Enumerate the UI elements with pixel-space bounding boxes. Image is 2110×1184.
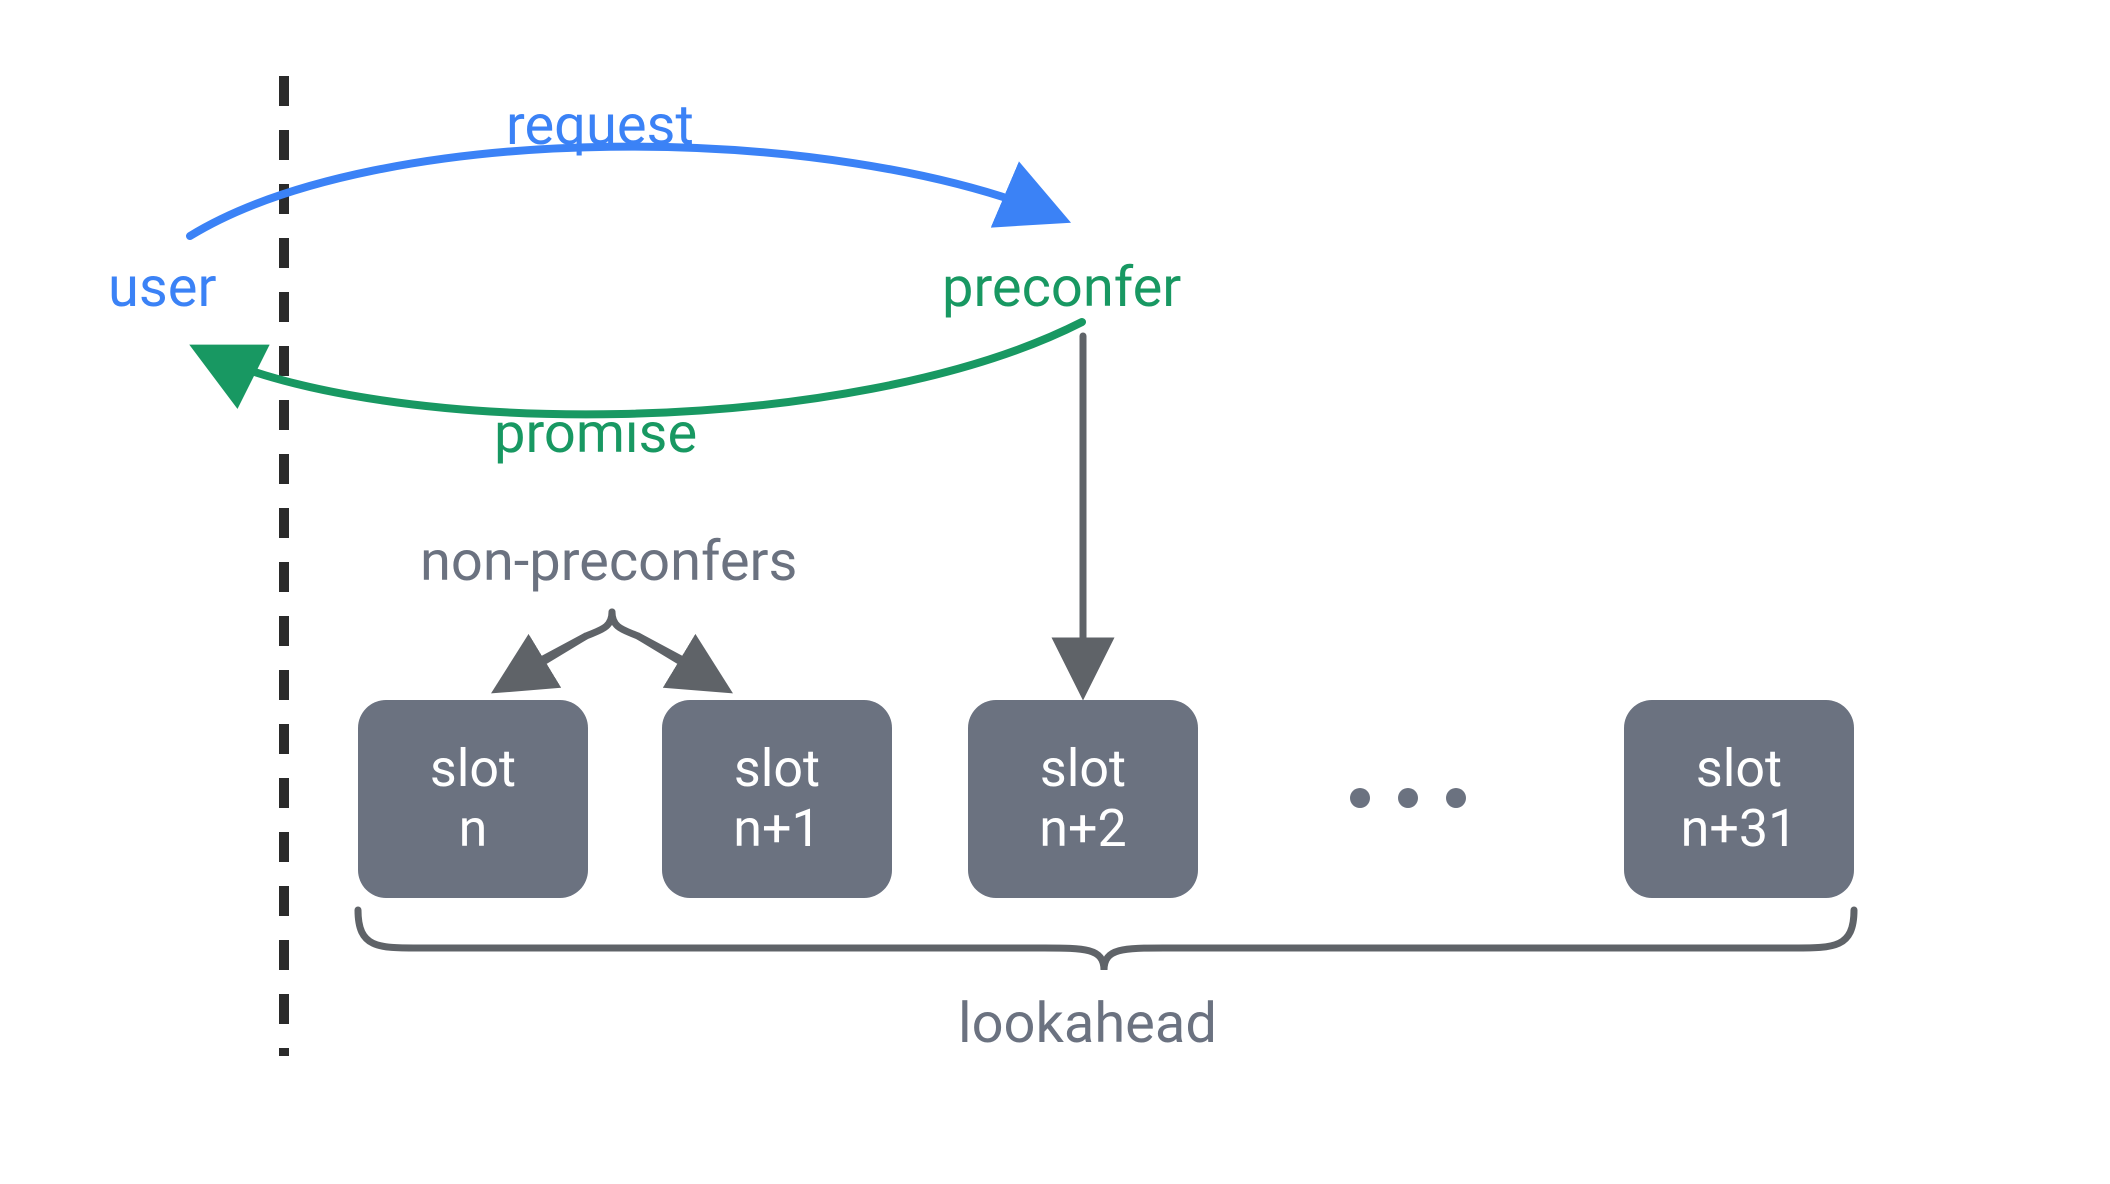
slot-box-n1: slot n+1 [662, 700, 892, 898]
ellipsis-dot [1350, 788, 1370, 808]
nonpreconfers-arrow-left [500, 636, 586, 688]
slot-label-line1: slot [430, 739, 516, 799]
ellipsis-dot [1446, 788, 1466, 808]
lookahead-brace [358, 910, 1854, 970]
slot-label-line2: n [459, 799, 488, 859]
slot-label-line1: slot [1040, 739, 1126, 799]
promise-label: promise [494, 400, 697, 466]
ellipsis-icon [1350, 788, 1466, 808]
slot-label-line2: n+2 [1039, 799, 1126, 859]
nonpreconfers-brace-left [504, 612, 612, 680]
request-label: request [506, 92, 694, 158]
slot-label-line2: n+31 [1681, 799, 1798, 859]
user-label: user [108, 254, 216, 320]
request-arrow [190, 147, 1060, 236]
nonpreconfers-label: non-preconfers [420, 528, 797, 594]
slot-box-n: slot n [358, 700, 588, 898]
diagram-canvas: { "colors": { "background": "#ffffff", "… [0, 0, 2110, 1184]
slot-label-line1: slot [734, 739, 820, 799]
slot-label-line1: slot [1696, 739, 1782, 799]
nonpreconfers-brace-right [612, 612, 720, 680]
preconfer-label: preconfer [942, 254, 1181, 320]
slot-box-n31: slot n+31 [1624, 700, 1854, 898]
slot-label-line2: n+1 [733, 799, 820, 859]
lookahead-label: lookahead [958, 990, 1217, 1056]
nonpreconfers-arrow-right [638, 636, 724, 688]
slot-box-n2: slot n+2 [968, 700, 1198, 898]
ellipsis-dot [1398, 788, 1418, 808]
